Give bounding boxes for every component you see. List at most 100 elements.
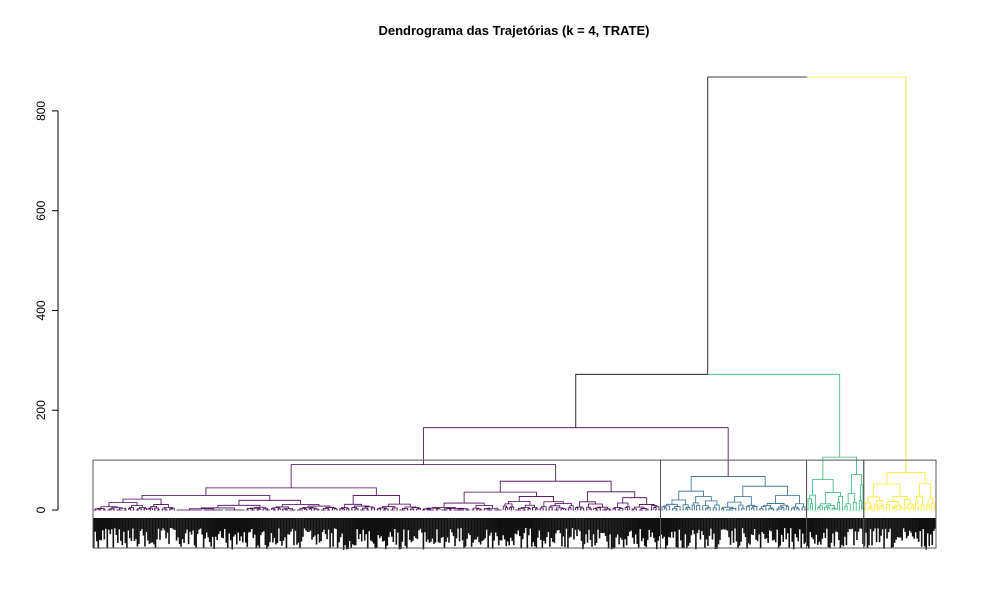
dendrogram-link [741,507,745,510]
dendrogram-link [122,498,162,505]
dendrogram-link [801,506,806,510]
dendrogram-link [624,507,628,510]
dendrogram-link [831,508,835,510]
dendrogram-link [852,501,857,510]
dendrogram-link [238,499,302,506]
dendrogram-link [588,508,592,510]
dendrogram-link [277,508,281,510]
dendrogram-link [594,507,601,510]
dendrogram-link [147,508,151,510]
dendrogram-link [377,508,381,510]
dendrogram-link [304,508,308,510]
dendrogram-link [832,507,837,510]
dendrogram-link [339,508,344,510]
dendrogram-link [281,504,320,507]
dendrogram-link [775,495,800,504]
dendrogram-link [770,508,774,510]
dendrogram-link [926,504,930,510]
dendrogram-link [262,508,269,510]
dendrogram-link [827,507,831,510]
dendrogram-link [806,76,907,473]
dendrogram-link [313,508,319,510]
dendrogram-link [742,485,788,497]
dendrogram-link [682,504,689,510]
dendrogram-link [131,505,143,508]
dendrogram-link [822,456,857,480]
dendrogram-link [766,503,785,506]
dendrogram-link [844,505,848,510]
dendrogram-link [401,507,409,510]
dendrogram-link [672,507,677,510]
dendrogram-link [416,508,420,510]
dendrogram-link [476,508,482,510]
dendrogram-link [661,506,666,510]
dendrogram-link [411,507,420,509]
dendrogram-link [894,504,902,508]
dendrogram-link [907,503,913,508]
dendrogram-link [691,504,695,510]
dendrogram-link [876,507,880,510]
dendrogram-link [791,507,795,510]
dendrogram-link [593,508,597,510]
dendrogram-link [556,507,564,510]
dendrogram-link [686,507,691,510]
dendrogram-link [141,495,271,501]
dendrogram-link [508,507,512,510]
dendrogram-link [920,504,925,510]
y-tick-label: 0 [34,506,48,513]
dendrogram-link [588,503,603,508]
dendrogram-link [432,507,456,509]
dendrogram-link [690,476,766,492]
dendrogram-link [763,504,771,509]
dendrogram-link [807,498,812,510]
dendrogram-link [205,487,377,496]
dendrogram-link [705,507,709,510]
dendrogram-link [308,508,312,510]
dendrogram-link [161,508,167,510]
dendrogram-link [108,502,138,507]
dendrogram-link [873,504,879,510]
dendrogram-link [747,504,756,507]
dendrogram-link [302,507,314,509]
dendrogram-link [916,495,923,506]
dendrogram-link [532,506,538,510]
dendrogram-link [346,508,350,510]
dendrogram-link [325,507,335,509]
dendrogram-link [362,507,369,510]
dendrogram-link [597,506,608,509]
dendrogram-link [383,508,389,510]
dendrogram-link [410,508,415,510]
dendrogram-link [143,508,147,510]
dendrogram-link [891,507,896,510]
dendrogram-link [463,491,537,504]
dendrogram-link [927,498,934,505]
y-axis: 0 200 400 600 800 [34,101,59,513]
dendrogram-link [444,508,451,510]
dendrogram-link [880,505,884,510]
dendrogram-link [270,508,275,510]
dendrogram-link [867,507,871,510]
dendrogram-link [447,507,464,509]
dendrogram-link [378,507,387,509]
chart-title: Dendrograma das Trajetórias (k = 4, TRAT… [378,23,649,38]
dendrogram-link [352,495,400,505]
dendrogram-link [576,506,583,509]
dendrogram-link [684,508,689,510]
dendrogram-link [910,506,914,510]
dendrogram-link [826,505,835,509]
dendrogram-link [334,508,338,510]
dendrogram-link [738,504,744,510]
dendrogram-link [284,508,293,510]
dendrogram-link [541,506,547,510]
y-tick-label: 600 [34,200,48,220]
dendrogram-link [504,503,513,507]
dendrogram-link [535,508,539,510]
dendrogram-link [919,483,931,499]
dendrogram-link [499,480,612,493]
dendrogram-link [354,508,359,510]
dendrogram-link [695,496,712,503]
y-tick-label: 800 [34,101,48,121]
dendrogram-link [169,508,173,510]
dendrogram-link [785,506,789,510]
dendrogram-link [654,506,660,510]
